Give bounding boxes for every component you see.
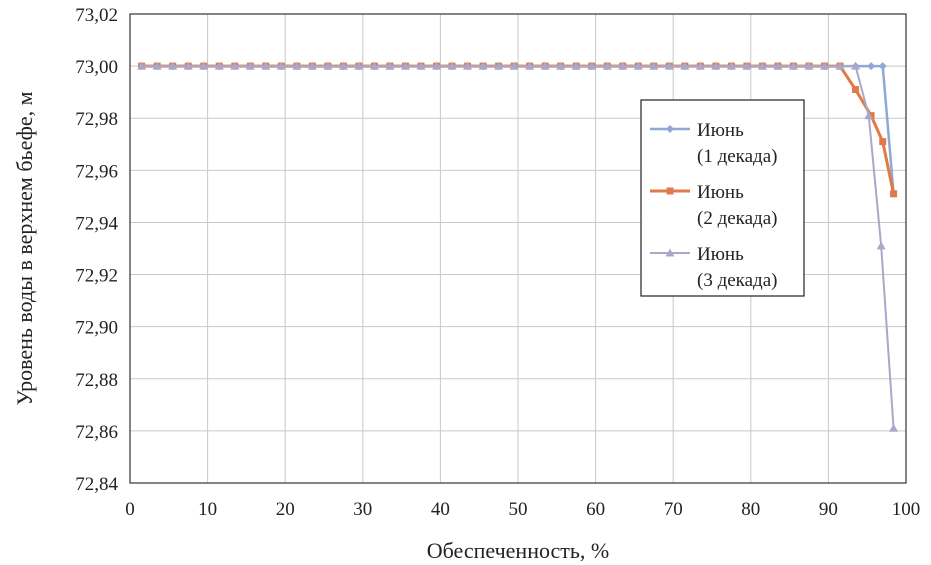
legend-label: Июнь — [697, 120, 744, 141]
series-layer — [137, 61, 899, 432]
data-point — [820, 61, 830, 70]
data-point — [711, 61, 721, 70]
data-point — [292, 61, 302, 70]
y-tick-label: 72,84 — [75, 474, 118, 495]
data-point — [509, 61, 519, 70]
data-point — [245, 61, 255, 70]
legend: Июнь (1 декада) Июнь (2 декада) Июнь (3 декад… — [640, 99, 805, 297]
data-point — [664, 61, 674, 70]
x-tick-label: 90 — [819, 499, 838, 520]
y-tick-label: 73,00 — [75, 57, 118, 78]
data-point — [494, 61, 504, 70]
legend-box — [640, 99, 805, 297]
data-point — [867, 62, 876, 71]
x-tick-label: 30 — [353, 499, 372, 520]
legend-label: (2 декада) — [697, 208, 777, 229]
data-point — [230, 61, 240, 70]
x-tick-label: 80 — [741, 499, 760, 520]
legend-item-2: Июнь (2 декада) — [650, 182, 777, 229]
data-point — [478, 61, 488, 70]
data-point — [876, 241, 886, 250]
y-tick-label: 72,98 — [75, 109, 118, 130]
data-point — [369, 61, 379, 70]
y-tick-label: 72,90 — [75, 318, 118, 339]
y-axis-tick-labels: 72,84 72,86 72,88 72,90 72,92 72,94 72,96 72,98… — [75, 5, 118, 495]
plot-area — [129, 13, 907, 484]
data-point — [835, 61, 845, 70]
data-point — [773, 61, 783, 70]
data-point — [879, 138, 887, 146]
x-axis-tick-labels: 0 10 20 30 40 50 60 70 80 90 100 — [125, 499, 920, 520]
data-point — [168, 61, 178, 70]
data-point — [571, 61, 581, 70]
data-point — [463, 61, 473, 70]
data-point — [851, 61, 861, 70]
data-point — [852, 86, 860, 94]
y-tick-label: 72,94 — [75, 213, 118, 234]
legend-item-1: Июнь (1 декада) — [650, 120, 777, 167]
data-point — [137, 61, 147, 70]
y-tick-label: 72,86 — [75, 422, 118, 443]
data-point — [878, 62, 887, 71]
x-tick-label: 60 — [586, 499, 605, 520]
data-point — [447, 61, 457, 70]
legend-marker — [665, 248, 675, 257]
data-point — [649, 61, 659, 70]
data-point — [556, 61, 566, 70]
y-tick-label: 72,96 — [75, 161, 118, 182]
series-line — [141, 65, 895, 429]
data-point — [525, 61, 535, 70]
y-tick-label: 73,02 — [75, 5, 118, 26]
data-point — [742, 61, 752, 70]
data-point — [695, 61, 705, 70]
x-tick-label: 0 — [125, 499, 135, 520]
legend-marker — [666, 125, 674, 133]
data-point — [323, 61, 333, 70]
y-tick-label: 72,92 — [75, 266, 118, 287]
data-point — [338, 61, 348, 70]
data-point — [890, 190, 898, 198]
legend-label: (1 декада) — [697, 146, 777, 167]
data-point — [587, 61, 597, 70]
x-axis-title: Обеспеченность, % — [427, 538, 610, 563]
data-point — [540, 61, 550, 70]
data-point — [354, 61, 364, 70]
data-point — [864, 111, 874, 120]
data-point — [788, 61, 798, 70]
x-tick-label: 40 — [431, 499, 450, 520]
data-point — [618, 61, 628, 70]
series-3 — [137, 61, 899, 432]
data-point — [307, 61, 317, 70]
data-point — [757, 61, 767, 70]
data-point — [804, 61, 814, 70]
y-axis-title: Уровень воды в верхнем бьефе, м — [12, 91, 37, 405]
data-point — [214, 61, 224, 70]
data-point — [416, 61, 426, 70]
data-point — [726, 61, 736, 70]
legend-item-3: Июнь (3 декада) — [650, 244, 777, 291]
data-point — [400, 61, 410, 70]
x-tick-label: 70 — [664, 499, 683, 520]
x-tick-label: 10 — [198, 499, 217, 520]
data-point — [152, 61, 162, 70]
data-point — [889, 423, 899, 432]
legend-label: (3 декада) — [697, 270, 777, 291]
data-point — [183, 61, 193, 70]
data-point — [261, 61, 271, 70]
x-tick-label: 50 — [509, 499, 528, 520]
data-point — [602, 61, 612, 70]
data-point — [432, 61, 442, 70]
x-tick-label: 100 — [892, 499, 921, 520]
x-tick-label: 20 — [276, 499, 295, 520]
data-point — [633, 61, 643, 70]
data-point — [680, 61, 690, 70]
legend-label: Июнь — [697, 244, 744, 265]
data-point — [385, 61, 395, 70]
legend-label: Июнь — [697, 182, 744, 203]
data-point — [276, 61, 286, 70]
y-tick-label: 72,88 — [75, 370, 118, 391]
legend-marker — [666, 187, 674, 195]
data-point — [199, 61, 209, 70]
